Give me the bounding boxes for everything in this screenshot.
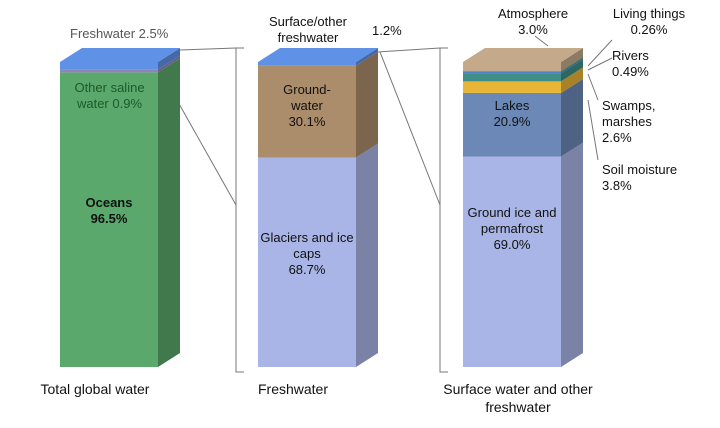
leader-line — [534, 35, 549, 47]
segment-label: Swamps, marshes 2.6% — [602, 98, 682, 146]
connector-line — [377, 47, 441, 53]
connector-line — [179, 47, 237, 51]
leader-line — [587, 73, 599, 101]
x-label-text: Surface water and other freshwater — [443, 381, 593, 415]
bar-segment — [60, 62, 158, 70]
bar-side — [356, 143, 378, 367]
bar-segment — [463, 73, 561, 82]
segment-label: Living things 0.26% — [594, 6, 704, 38]
segment-name: Rivers — [612, 48, 649, 63]
bar-segment — [463, 71, 561, 74]
bar-segment — [463, 156, 561, 367]
leader-line — [587, 57, 613, 71]
bar-segment — [463, 71, 561, 72]
bar-side — [561, 78, 583, 157]
segment-name: Oceans — [85, 195, 133, 210]
connector-line — [379, 51, 441, 206]
bar-segment — [258, 62, 356, 66]
segment-label: Freshwater 2.5% — [70, 26, 210, 42]
value-label: 1.2% — [372, 23, 402, 38]
value-label: 68.7% — [288, 262, 326, 277]
bar-side — [561, 142, 583, 367]
segment-name: Soil moisture — [602, 162, 678, 177]
bracket — [439, 47, 448, 373]
segment-label: Soil moisture 3.8% — [602, 162, 692, 194]
bar-side — [561, 59, 583, 82]
bar-segment — [463, 62, 561, 72]
segment-label: Rivers 0.49% — [612, 48, 692, 80]
bar-side — [561, 67, 583, 93]
bracket — [235, 47, 244, 373]
value-label: 3.8% — [602, 178, 632, 193]
x-label-text: Total global water — [40, 381, 150, 397]
value-label: 2.6% — [602, 130, 632, 145]
bar-side — [561, 57, 583, 72]
bar-segment — [258, 157, 356, 367]
value-label: 96.5% — [90, 211, 128, 226]
leader-line — [587, 99, 599, 161]
value-label: 69.0% — [493, 237, 531, 252]
x-axis-label: Freshwater — [238, 380, 348, 398]
bar-top — [463, 48, 583, 62]
bar-top — [60, 48, 180, 62]
segment-name: Atmosphere — [497, 6, 569, 21]
segment-label: Lakes 20.9% — [463, 98, 561, 130]
value-label: 3.0% — [518, 22, 548, 37]
segment-name: Ground ice and permafrost — [467, 205, 557, 236]
value-label: 0.9% — [112, 96, 143, 111]
segment-name: Living things — [612, 6, 686, 21]
segment-label: Glaciers and ice caps 68.7% — [258, 230, 356, 278]
segment-value-label: 1.2% — [372, 23, 402, 39]
bar-side — [158, 58, 180, 368]
bar-side — [561, 48, 583, 72]
bar-side — [158, 48, 180, 70]
value-label: 30.1% — [288, 114, 326, 129]
bar-segment — [463, 81, 561, 93]
segment-label: Atmosphere 3.0% — [478, 6, 588, 38]
segment-label: Ground ice and permafrost 69.0% — [463, 205, 561, 253]
segment-name: Freshwater — [70, 26, 136, 41]
x-axis-label: Surface water and other freshwater — [443, 380, 593, 416]
segment-label: Oceans 96.5% — [60, 195, 158, 227]
segment-label: Ground-water 30.1% — [262, 82, 352, 130]
bar-side — [356, 51, 378, 158]
x-axis-label: Total global water — [40, 380, 150, 398]
bar-side — [356, 48, 378, 66]
segment-name: Ground-water — [283, 82, 331, 113]
segment-name: Surface/other freshwater — [268, 14, 348, 45]
bar-segment — [258, 65, 356, 158]
segment-name: Other saline water — [74, 80, 145, 111]
bar-segment — [60, 72, 158, 368]
segment-name: Swamps, marshes — [602, 98, 656, 129]
bar-side — [561, 57, 583, 74]
value-label: 0.26% — [630, 22, 668, 37]
value-label: 0.49% — [612, 64, 649, 79]
segment-name: Glaciers and ice caps — [260, 230, 354, 261]
value-label: 20.9% — [493, 114, 531, 129]
segment-name: Lakes — [494, 98, 530, 113]
leader-line — [587, 39, 613, 67]
x-label-text: Freshwater — [257, 381, 329, 397]
segment-label: Surface/other freshwater — [258, 14, 358, 46]
bar-top — [258, 48, 378, 62]
bar-side — [158, 55, 180, 73]
segment-label: Other saline water 0.9% — [62, 80, 157, 112]
bar-segment — [463, 92, 561, 157]
bar-segment — [60, 69, 158, 73]
value-label: 2.5% — [138, 26, 169, 41]
